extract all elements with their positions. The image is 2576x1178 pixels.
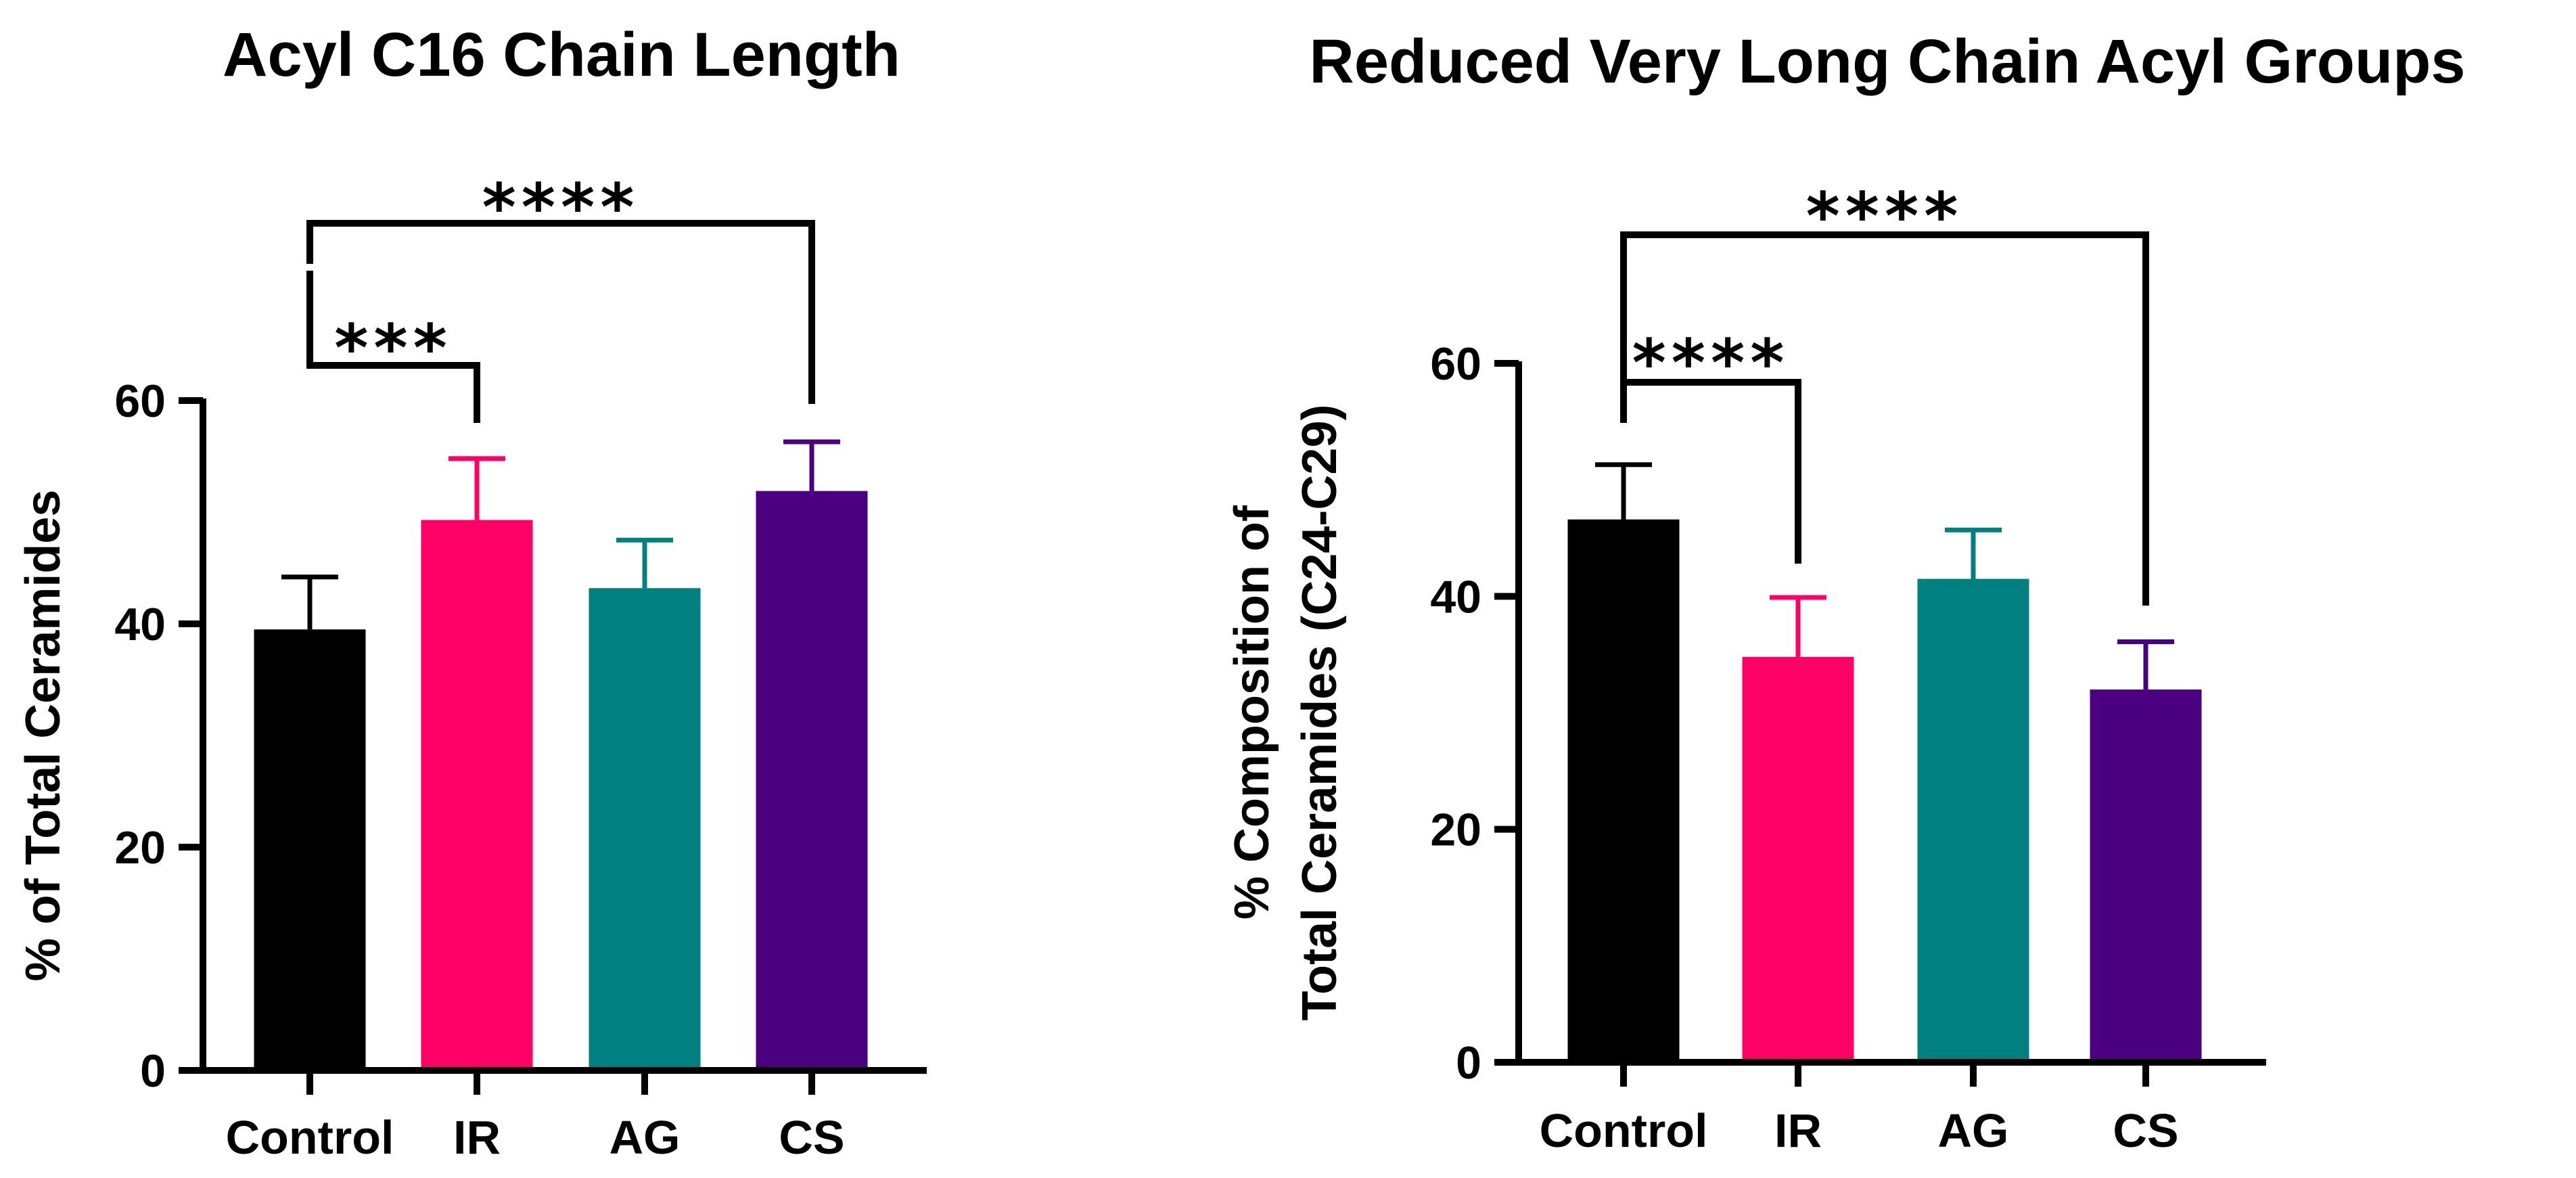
right-y-tick-label-0: 0 xyxy=(1456,1037,1481,1089)
right-bar-ir xyxy=(1742,656,1854,1062)
right-y-axis-title-line-0: % Composition of xyxy=(1225,505,1279,920)
left-significance-label-1: **** xyxy=(482,170,640,246)
left-category-label-cs: CS xyxy=(779,1111,844,1164)
chart-very-long-chain: Reduced Very Long Chain Acyl Groups % Com… xyxy=(1225,27,2466,1157)
right-category-label-cs: CS xyxy=(2113,1104,2178,1157)
right-y-tick-label-40: 40 xyxy=(1430,571,1481,622)
left-significance-bracket-1 xyxy=(306,220,815,404)
left-y-tick-label-20: 20 xyxy=(114,822,166,874)
left-y-tick-label-60: 60 xyxy=(114,376,166,427)
right-bar-cs xyxy=(2090,689,2202,1062)
left-category-label-control: Control xyxy=(226,1111,394,1164)
left-significance-label-0: *** xyxy=(334,311,453,386)
left-y-tick-label-40: 40 xyxy=(114,599,166,650)
right-category-label-ag: AG xyxy=(1938,1104,2009,1157)
left-bar-control xyxy=(254,629,366,1070)
right-bar-control xyxy=(1567,519,1680,1062)
left-category-label-ir: IR xyxy=(453,1111,501,1164)
left-significance-bracket-0 xyxy=(306,271,480,423)
right-category-label-control: Control xyxy=(1540,1104,1708,1157)
chart-acyl-c16: Acyl C16 Chain Length % of Total Ceramide… xyxy=(16,20,927,1164)
left-bar-cs xyxy=(756,491,868,1070)
right-significance-bracket-1 xyxy=(1620,231,2149,606)
left-y-axis-title-line-0: % of Total Ceramides xyxy=(16,490,70,982)
right-significance-label-1: **** xyxy=(1806,179,1964,254)
left-category-label-ag: AG xyxy=(610,1111,681,1164)
right-y-axis-title-line-1: Total Ceramides (C24-C29) xyxy=(1293,405,1347,1021)
right-chart-title: Reduced Very Long Chain Acyl Groups xyxy=(1309,27,2465,96)
right-y-tick-label-60: 60 xyxy=(1430,338,1481,390)
left-chart-title: Acyl C16 Chain Length xyxy=(223,20,900,89)
right-bar-ag xyxy=(1917,579,2029,1062)
left-y-tick-label-0: 0 xyxy=(140,1045,166,1097)
right-y-tick-label-20: 20 xyxy=(1430,805,1481,856)
left-bar-ag xyxy=(589,588,701,1070)
left-bar-ir xyxy=(421,520,533,1070)
right-significance-label-0: **** xyxy=(1632,325,1790,401)
right-category-label-ir: IR xyxy=(1774,1104,1822,1157)
